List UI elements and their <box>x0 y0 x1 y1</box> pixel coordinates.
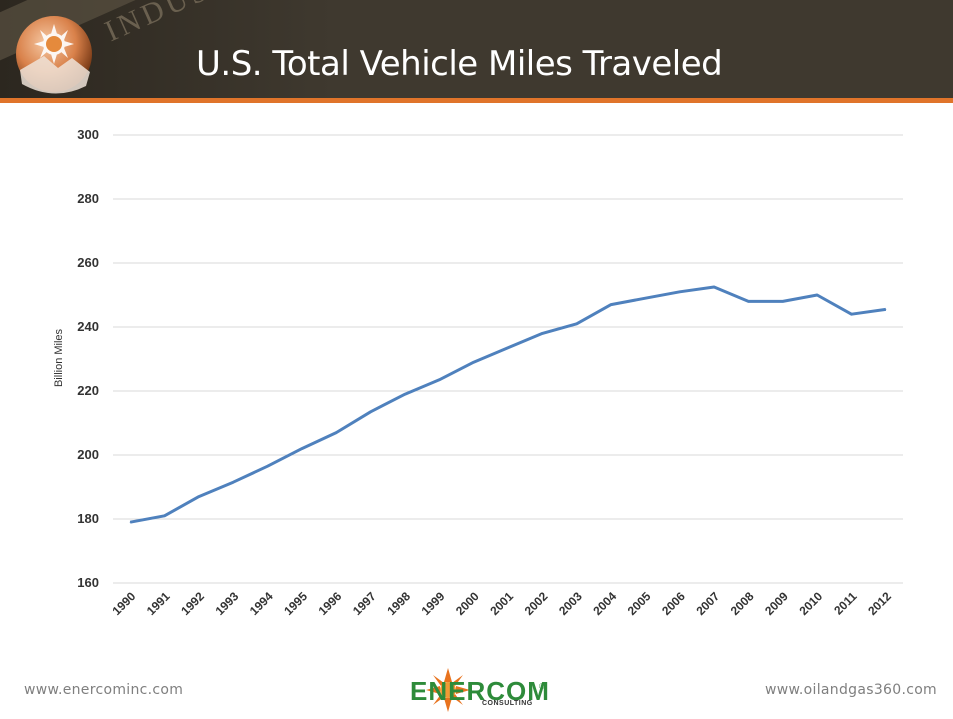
y-axis-label: Billion Miles <box>53 328 65 387</box>
data-point-2002 <box>541 332 543 334</box>
x-tick-label: 1996 <box>316 589 345 618</box>
data-point-1993 <box>232 481 234 483</box>
y-tick-label: 160 <box>77 575 99 590</box>
footer-logo-subtitle: CONSULTING <box>482 700 533 707</box>
x-tick-label: 2010 <box>796 589 825 618</box>
data-point-2001 <box>507 347 509 349</box>
data-point-1997 <box>370 411 372 413</box>
y-tick-label: 280 <box>77 191 99 206</box>
x-tick-label: 1994 <box>247 589 276 618</box>
x-tick-label: 1991 <box>144 589 173 618</box>
x-axis-ticks: 1990 1991 1992 1993 1994 1995 1996 1997 1998 1999… <box>110 589 895 618</box>
x-tick-label: 2001 <box>487 589 516 618</box>
footer-logo-registered: ® <box>539 682 545 691</box>
x-tick-label: 2005 <box>625 589 654 618</box>
x-tick-label: 2008 <box>728 589 757 618</box>
data-point-2009 <box>782 300 784 302</box>
data-point-1991 <box>164 515 166 517</box>
y-tick-label: 300 <box>77 127 99 142</box>
x-tick-label: 2004 <box>590 589 619 618</box>
y-tick-label: 200 <box>77 447 99 462</box>
data-point-1996 <box>335 432 337 434</box>
data-point-1995 <box>301 448 303 450</box>
x-tick-label: 2012 <box>865 589 894 618</box>
data-point-2007 <box>713 286 715 288</box>
data-point-1994 <box>267 465 269 467</box>
data-point-2012 <box>885 308 887 310</box>
footer-right-url[interactable]: www.oilandgas360.com <box>764 682 937 698</box>
banner-word: INDUSTRY <box>100 0 280 49</box>
data-point-2005 <box>644 297 646 299</box>
y-tick-label: 180 <box>77 511 99 526</box>
x-tick-label: 1992 <box>178 589 207 618</box>
data-point-2000 <box>473 361 475 363</box>
gridlines <box>113 134 903 584</box>
sun-globe-icon <box>16 16 92 94</box>
footer-logo-text: ENERCOM <box>410 676 550 706</box>
data-point-2008 <box>747 300 749 302</box>
x-tick-label: 2006 <box>659 589 688 618</box>
x-tick-label: 1995 <box>281 589 310 618</box>
data-point-1990 <box>129 521 131 523</box>
x-tick-label: 1998 <box>384 589 413 618</box>
data-point-1998 <box>404 393 406 395</box>
x-tick-label: 2011 <box>831 589 860 618</box>
x-tick-label: 1990 <box>110 589 139 618</box>
y-tick-label: 260 <box>77 255 99 270</box>
x-tick-label: 2002 <box>522 589 551 618</box>
header-accent-band <box>0 98 953 103</box>
data-point-1992 <box>198 496 200 498</box>
data-point-2003 <box>576 323 578 325</box>
y-axis-ticks: 160 180 200 220 240 260 280 300 <box>77 127 99 590</box>
y-tick-label: 240 <box>77 319 99 334</box>
x-tick-label: 1999 <box>419 589 448 618</box>
header-banner: INDUSTRY U.S. Total Vehicle Miles Travel… <box>0 0 953 98</box>
x-tick-label: 2009 <box>762 589 791 618</box>
enercom-sun-icon <box>426 668 470 712</box>
y-tick-label: 220 <box>77 383 99 398</box>
series-line <box>129 285 887 524</box>
data-point-2006 <box>679 291 681 293</box>
x-tick-label: 2000 <box>453 589 482 618</box>
footer-left-url[interactable]: www.enercominc.com <box>24 682 184 698</box>
page-title: U.S. Total Vehicle Miles Traveled <box>196 44 723 84</box>
data-point-2010 <box>816 294 818 296</box>
data-point-2011 <box>850 313 852 315</box>
x-tick-label: 1997 <box>350 589 379 618</box>
x-tick-label: 2003 <box>556 589 585 618</box>
data-point-1999 <box>438 379 440 381</box>
x-tick-label: 1993 <box>213 589 242 618</box>
data-point-2004 <box>610 304 612 306</box>
series-points <box>129 286 887 523</box>
x-tick-label: 2007 <box>693 589 722 618</box>
